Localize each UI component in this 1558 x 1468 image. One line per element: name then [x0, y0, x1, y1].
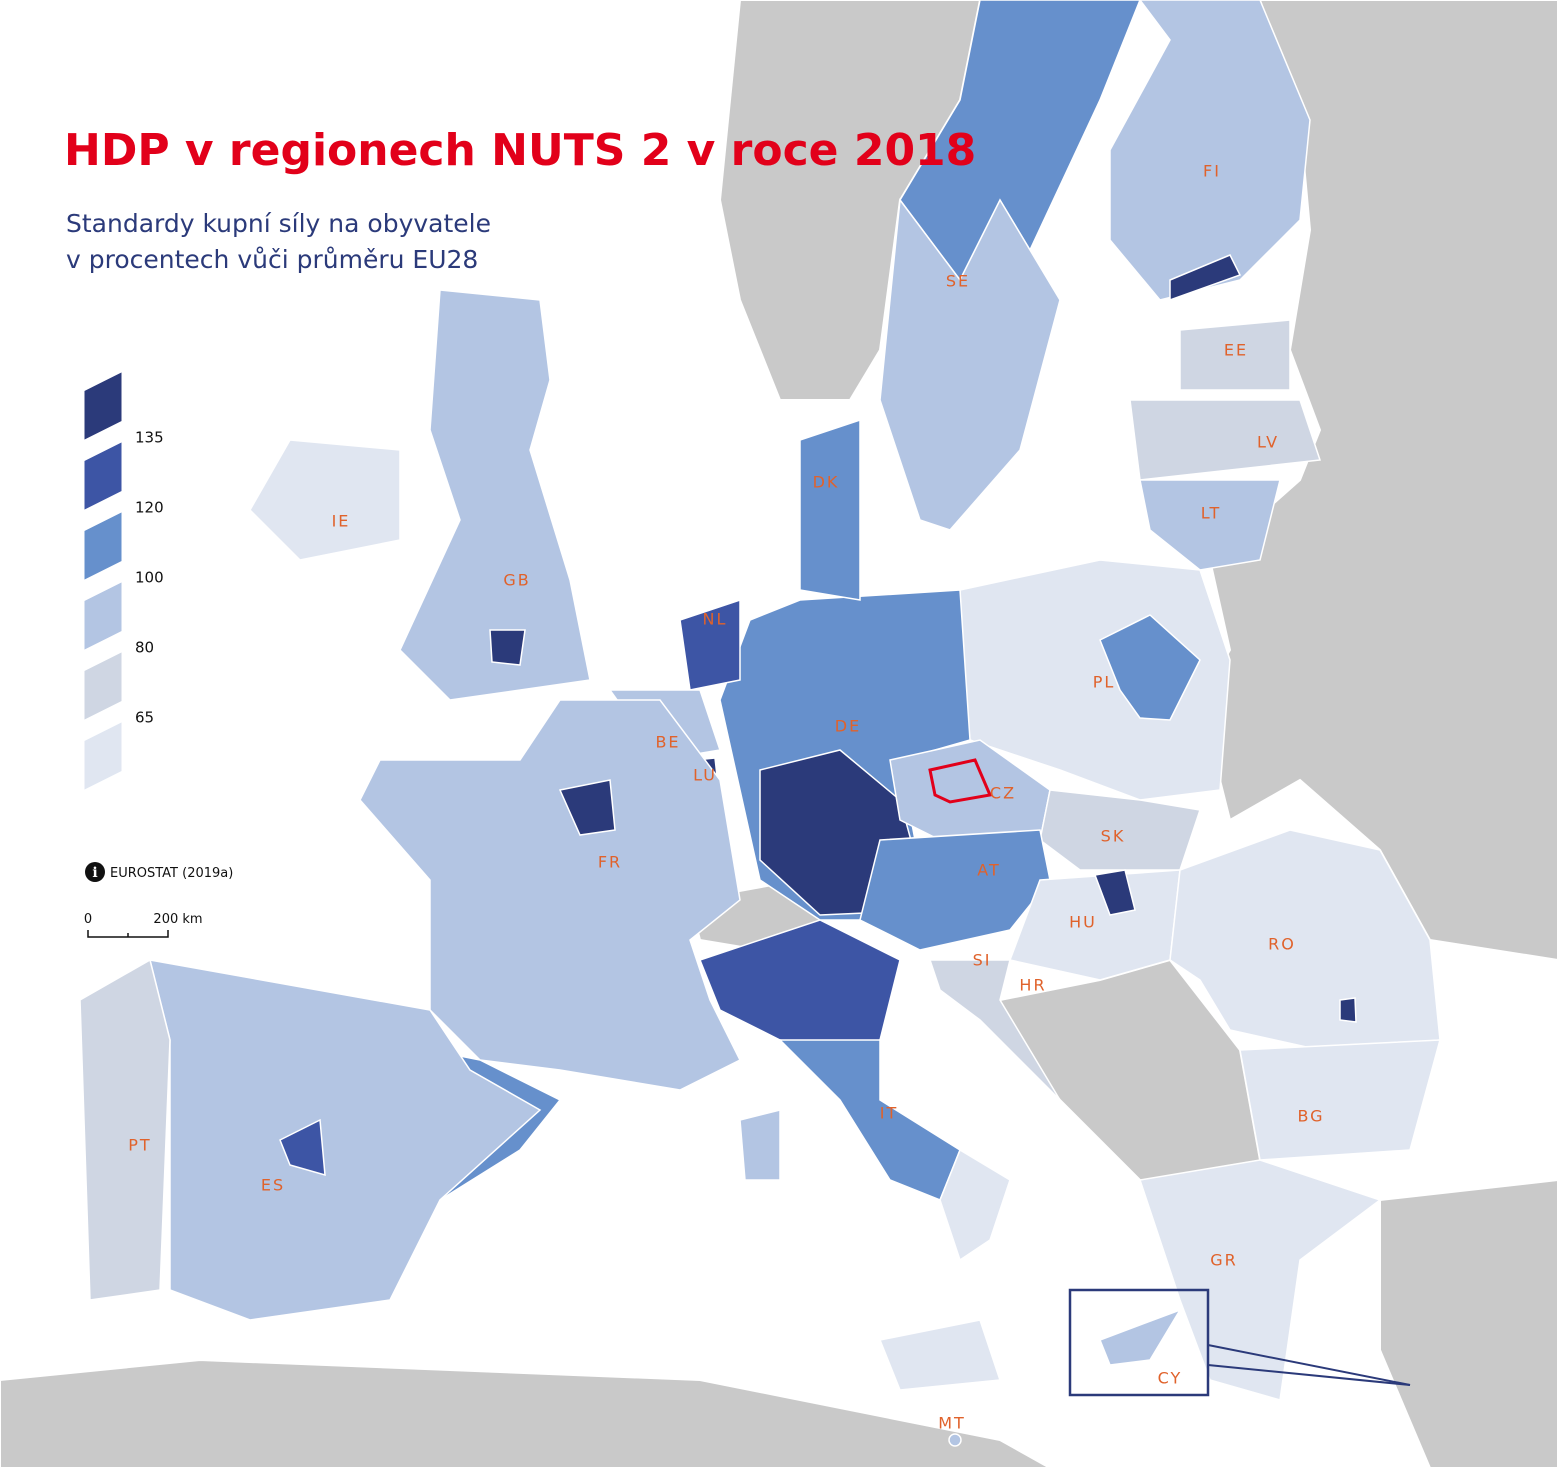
country-label: CZ — [990, 784, 1016, 803]
legend-swatch — [83, 370, 123, 442]
country-label: HU — [1069, 913, 1097, 932]
region — [1240, 1040, 1440, 1160]
legend-swatch — [83, 510, 123, 582]
country-label: CY — [1158, 1369, 1183, 1388]
page: {"title": "HDP v regionech NUTS 2 v roce… — [0, 0, 1558, 1468]
legend-threshold: 120 — [135, 499, 164, 517]
region — [740, 1110, 780, 1180]
legend-threshold: 100 — [135, 569, 164, 587]
country-label: ES — [261, 1176, 285, 1195]
country-label: BE — [655, 733, 680, 752]
region — [1140, 1160, 1380, 1400]
region — [800, 420, 860, 600]
country-label: GR — [1210, 1251, 1238, 1270]
legend-threshold: 135 — [135, 429, 164, 447]
region — [490, 630, 525, 665]
country-label: IE — [332, 512, 351, 531]
country-label: NL — [703, 610, 728, 629]
country-label: LV — [1257, 433, 1279, 452]
region — [1140, 480, 1280, 570]
country-label: SK — [1101, 827, 1126, 846]
region — [1130, 400, 1320, 480]
legend-swatch — [83, 720, 123, 792]
country-label: SI — [973, 951, 992, 970]
country-label: LU — [693, 766, 717, 785]
legend-swatch — [83, 580, 123, 652]
subtitle-line: Standardy kupní síly na obyvatele — [66, 209, 491, 238]
africa — [0, 1360, 1050, 1468]
scale-bar — [88, 930, 168, 937]
legend-swatch — [83, 650, 123, 722]
country-label: GB — [503, 571, 530, 590]
country-label: HR — [1019, 976, 1046, 995]
source: EUROSTAT (2019a) — [110, 866, 233, 881]
country-label: PL — [1093, 673, 1116, 692]
country-label: SE — [946, 272, 970, 291]
subtitle-line: v procentech vůči průměru EU28 — [66, 245, 478, 274]
region — [880, 1320, 1000, 1390]
country-label: AT — [977, 861, 1000, 880]
country-label: FI — [1203, 162, 1221, 181]
region — [80, 960, 170, 1300]
country-label: MT — [938, 1414, 966, 1433]
legend-threshold: 65 — [135, 709, 154, 727]
map-title: HDP v regionech NUTS 2 v roce 2018 — [64, 125, 976, 176]
country-label: DK — [813, 473, 840, 492]
region — [1340, 998, 1356, 1022]
legend: 135 120 100 80 65 — [83, 370, 164, 792]
legend-threshold: 80 — [135, 639, 154, 657]
country-label: IT — [880, 1104, 899, 1123]
country-label: DE — [835, 717, 861, 736]
country-label: PT — [128, 1136, 151, 1155]
region — [250, 440, 400, 560]
scale-label: 0 — [84, 912, 92, 927]
country-label: BG — [1297, 1107, 1324, 1126]
country-label: LT — [1201, 504, 1221, 523]
turkey — [1380, 1180, 1558, 1468]
scale-label: 200 km — [153, 912, 202, 927]
country-label: EE — [1224, 341, 1248, 360]
region — [1100, 1310, 1180, 1365]
country-label: FR — [598, 853, 622, 872]
info-icon-glyph: i — [92, 865, 97, 881]
region — [780, 1040, 960, 1200]
country-label: RO — [1268, 935, 1296, 954]
region — [949, 1434, 961, 1446]
legend-swatch — [83, 440, 123, 512]
map: FI SE EE LV LT DK IE GB NL BE LU DE PL C… — [0, 0, 1558, 1468]
